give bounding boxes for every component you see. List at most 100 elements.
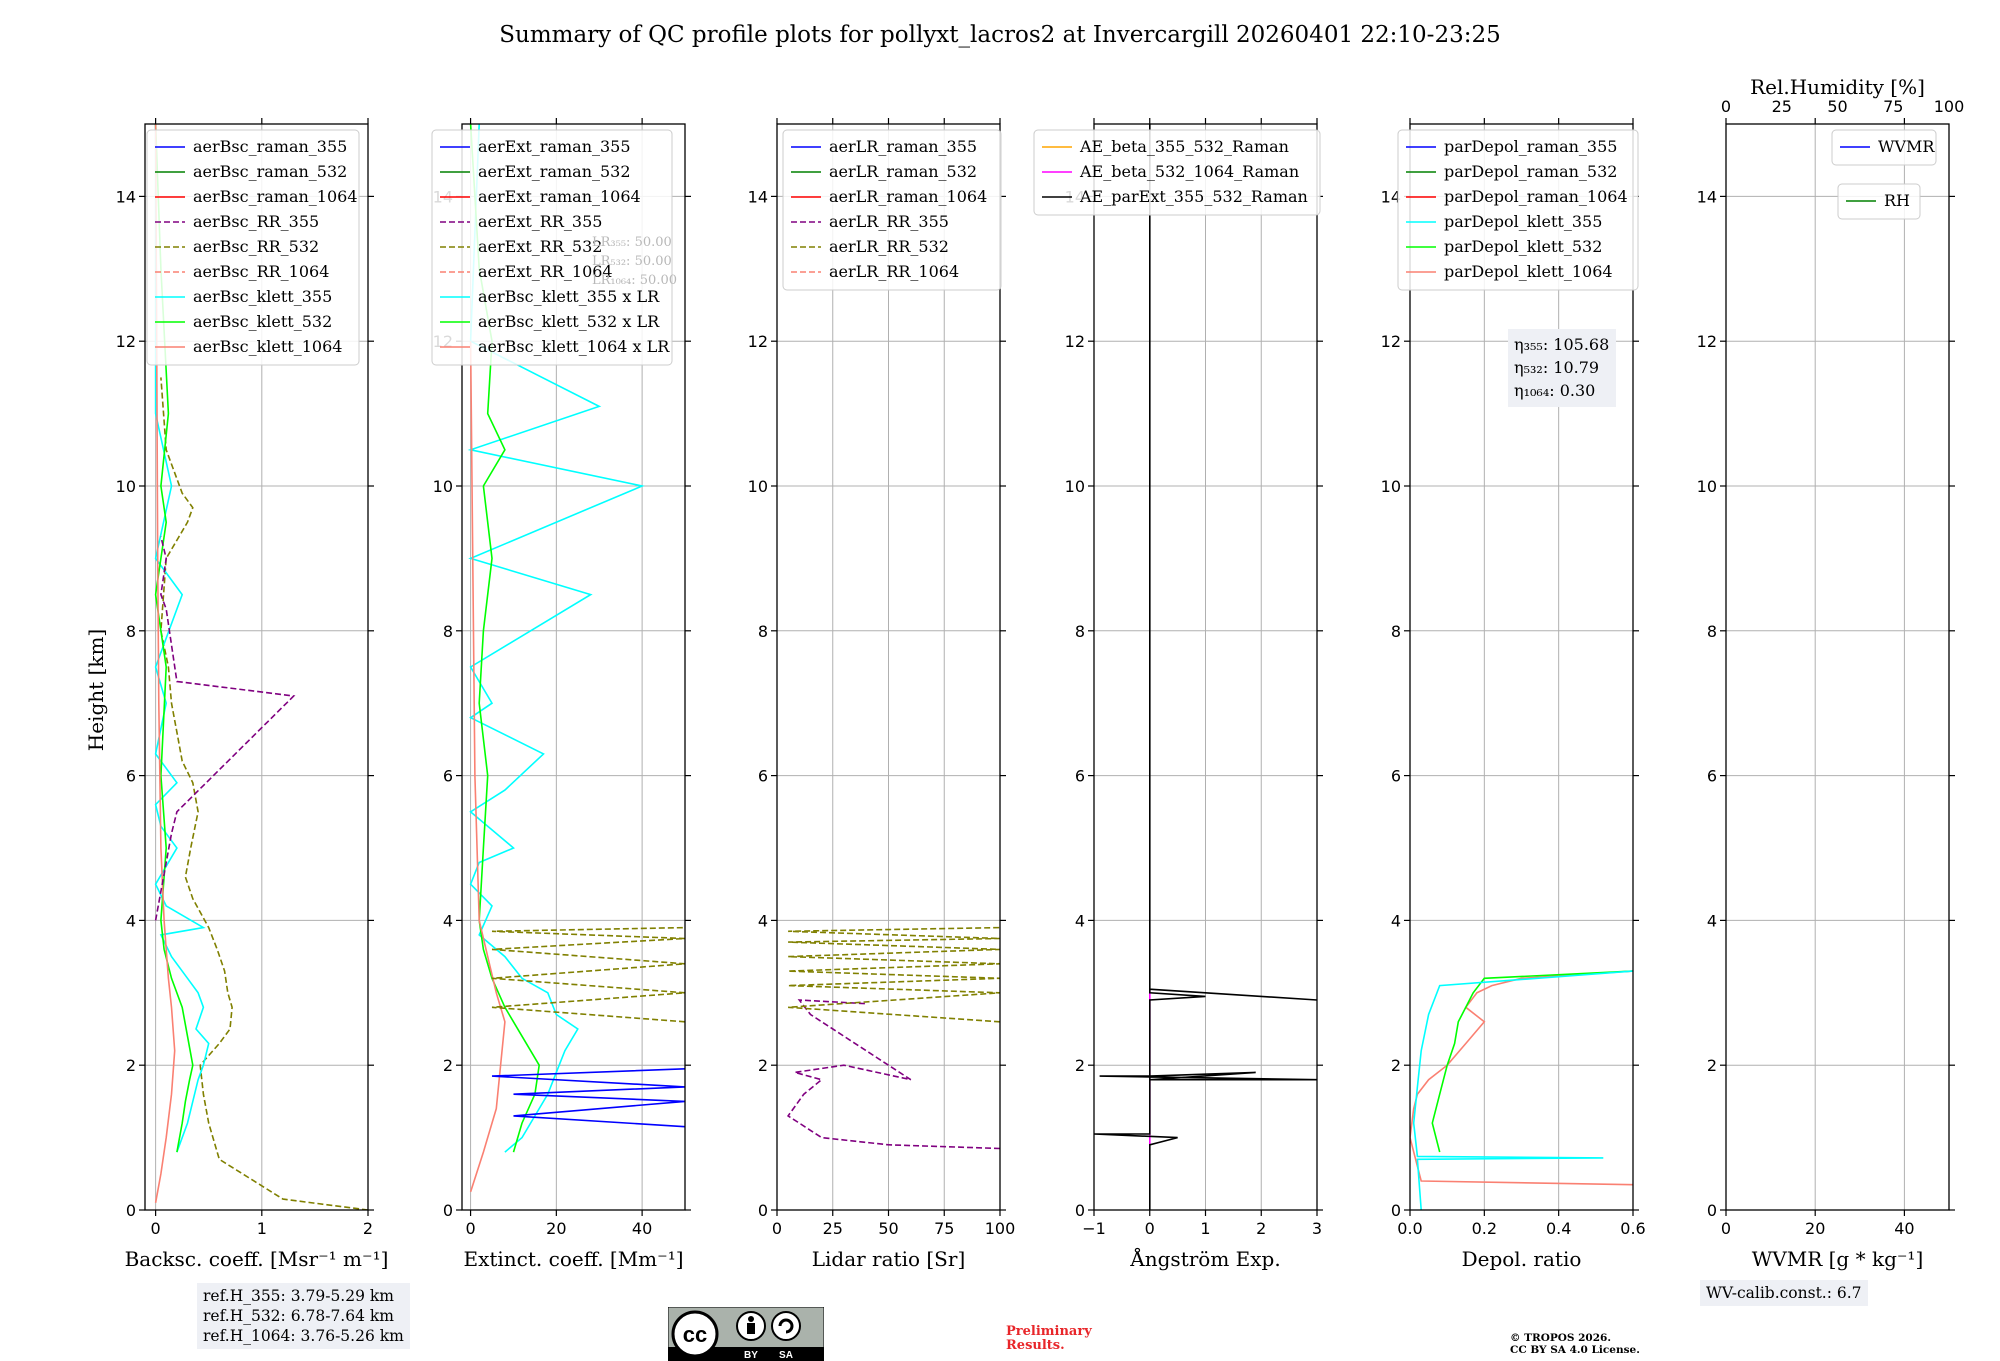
license-note: © TROPOS 2026. CC BY SA 4.0 License. <box>1510 1332 1640 1356</box>
series-aerBsc_RR_532 <box>160 377 368 1210</box>
legend-label-AE_beta_355_532_Raman: AE_beta_355_532_Raman <box>1079 137 1289 156</box>
ytick-label-depol-0: 0 <box>1391 1201 1401 1220</box>
legend-frame-ae <box>1033 129 1321 216</box>
ytick-label-lr-3: 6 <box>758 767 768 786</box>
ytick-label-ext-3: 6 <box>443 767 453 786</box>
xaxis-label-wv: WVMR [g * kg⁻¹] <box>1752 1247 1924 1271</box>
series-aerLR_RR_355 <box>786 999 1000 1150</box>
legend-frame-wv-rh <box>1837 183 1921 220</box>
legend-label-parDepol_klett_355: parDepol_klett_355 <box>1444 212 1602 231</box>
legend-label-parDepol_raman_355: parDepol_raman_355 <box>1444 137 1617 156</box>
series-aerBsc_RR_355 <box>154 536 296 921</box>
xtick-label-wv-0: 0 <box>1721 1219 1731 1238</box>
ytick-label-depol-2: 4 <box>1391 911 1401 930</box>
ytick-label-lr-5: 10 <box>748 477 768 496</box>
xtick-label-lr-1: 25 <box>823 1219 843 1238</box>
panel-wv: 0 20 40 0 2 4 6 8 10 12 14 WVMR [g * kg⁻¹] 0 25 50 75 10… <box>1697 75 1965 1271</box>
y-axis-label: Height [km] <box>84 629 108 751</box>
preliminary-line-1: Preliminary <box>1006 1324 1092 1339</box>
xtick-label-lr-4: 100 <box>985 1219 1016 1238</box>
legend-frame-lr <box>782 129 1002 291</box>
xtick-label-lr-3: 75 <box>934 1219 954 1238</box>
ytick-label-bsc-5: 10 <box>116 477 136 496</box>
wv-calib-box: WV-calib.const.: 6.7 <box>1700 1280 1868 1306</box>
ytick-label-lr-0: 0 <box>758 1201 768 1220</box>
legend-label-aerLR_raman_532: aerLR_raman_532 <box>829 162 977 181</box>
xtick-label-ae-4: 3 <box>1312 1219 1322 1238</box>
ref-height-1064: ref.H_1064: 3.76-5.26 km <box>203 1327 404 1345</box>
ytick-label-lr-4: 8 <box>758 622 768 641</box>
figure-title: Summary of QC profile plots for pollyxt_… <box>499 22 1501 48</box>
ytick-label-ext-1: 2 <box>443 1056 453 1075</box>
svg-text:cc: cc <box>683 1322 707 1347</box>
legend-lr: aerLR_raman_355 aerLR_raman_532 aerLR_rama… <box>782 129 1002 291</box>
legend-label-aerLR_raman_355: aerLR_raman_355 <box>829 137 977 156</box>
panel-lr: 0 25 50 75 100 0 2 4 6 8 10 12 14 Lidar ratio [Sr] aer… <box>748 118 1016 1271</box>
series-group-lr <box>786 926 1000 1150</box>
lr-label-1: LR₅₃₂: 50.00 <box>592 254 672 269</box>
ytick-label-ext-2: 4 <box>443 911 453 930</box>
xtick-label-lr-2: 50 <box>878 1219 898 1238</box>
license-line-2: CC BY SA 4.0 License. <box>1510 1344 1640 1356</box>
preliminary-line-2: Results. <box>1006 1338 1065 1353</box>
lr-label-0: LR₃₅₅: 50.00 <box>592 235 672 250</box>
xaxis-label-ext: Extinct. coeff. [Mm⁻¹] <box>463 1247 683 1271</box>
ytick-label-wv-0: 0 <box>1707 1201 1717 1220</box>
legend-frame-ext <box>431 129 673 366</box>
legend-label-aerBsc_RR_355: aerBsc_RR_355 <box>193 212 319 231</box>
xtick-label-bsc-2: 2 <box>363 1219 373 1238</box>
legend-label-aerBsc_raman_355: aerBsc_raman_355 <box>193 137 347 156</box>
axes-frame-ext <box>461 123 686 1211</box>
cc-sa-label: SA <box>779 1350 793 1361</box>
ytick-label-depol-5: 10 <box>1381 477 1401 496</box>
ytick-label-wv-7: 14 <box>1697 187 1717 206</box>
top-xtick-label-0: 0 <box>1721 97 1731 116</box>
top-xtick-label-3: 75 <box>1883 97 1903 116</box>
ytick-label-wv-2: 4 <box>1707 911 1717 930</box>
ytick-label-bsc-7: 14 <box>116 187 136 206</box>
ytick-label-bsc-0: 0 <box>126 1201 136 1220</box>
wv-calib-text: WV-calib.const.: 6.7 <box>1706 1284 1862 1302</box>
ytick-label-ext-4: 8 <box>443 622 453 641</box>
ytick-label-depol-7: 14 <box>1381 187 1401 206</box>
panel-ae: −1012302468101214Ångström Exp.AE_beta_35… <box>1033 118 1323 1271</box>
xtick-label-depol-0: 0.0 <box>1397 1219 1422 1238</box>
legend-label-RH: RH <box>1884 191 1910 210</box>
legend-label-aerLR_RR_532: aerLR_RR_532 <box>829 237 949 256</box>
ytick-label-ae-5: 10 <box>1065 477 1085 496</box>
legend-label-aerLR_RR_355: aerLR_RR_355 <box>829 212 949 231</box>
lr-label-2: LR₁₀₆₄: 50.00 <box>592 273 677 288</box>
preliminary-note: Preliminary Results. <box>1006 1325 1092 1353</box>
xaxis-label-ae: Ångström Exp. <box>1129 1246 1280 1271</box>
top-xtick-label-1: 25 <box>1772 97 1792 116</box>
ytick-label-lr-6: 12 <box>748 332 768 351</box>
xtick-label-ext-1: 20 <box>546 1219 566 1238</box>
series-aerBsc_klett_532 x LR <box>469 124 541 1153</box>
ytick-label-ae-3: 6 <box>1075 767 1085 786</box>
xtick-label-ext-2: 40 <box>632 1219 652 1238</box>
series-aerBsc_klett_1064 x LR <box>469 341 506 1193</box>
eta-label-1: η₅₃₂: 10.79 <box>1514 358 1599 377</box>
legend-label-parDepol_raman_532: parDepol_raman_532 <box>1444 162 1617 181</box>
ytick-label-lr-7: 14 <box>748 187 768 206</box>
legend-bsc: aerBsc_raman_355 aerBsc_raman_532 aerBsc_r… <box>146 129 360 366</box>
ytick-label-depol-1: 2 <box>1391 1056 1401 1075</box>
series-aerBsc_klett_355 x LR <box>467 124 645 1153</box>
ytick-label-bsc-6: 12 <box>116 332 136 351</box>
xtick-label-ae-1: 0 <box>1145 1219 1155 1238</box>
ytick-label-depol-6: 12 <box>1381 332 1401 351</box>
series-parDepol_klett_532 <box>1431 970 1633 1153</box>
legend-label-parDepol_raman_1064: parDepol_raman_1064 <box>1444 187 1628 206</box>
legend-wv-rh: RH <box>1837 183 1921 220</box>
xtick-label-depol-3: 0.6 <box>1620 1219 1645 1238</box>
axes-frame-wv <box>1725 123 1950 1211</box>
legend-label-aerBsc_klett_1064 x LR: aerBsc_klett_1064 x LR <box>478 337 670 356</box>
ytick-label-wv-1: 2 <box>1707 1056 1717 1075</box>
series-group-depol <box>1410 970 1633 1210</box>
series-group-bsc <box>154 124 368 1210</box>
xtick-label-depol-1: 0.2 <box>1472 1219 1497 1238</box>
xtick-label-wv-2: 40 <box>1894 1219 1914 1238</box>
